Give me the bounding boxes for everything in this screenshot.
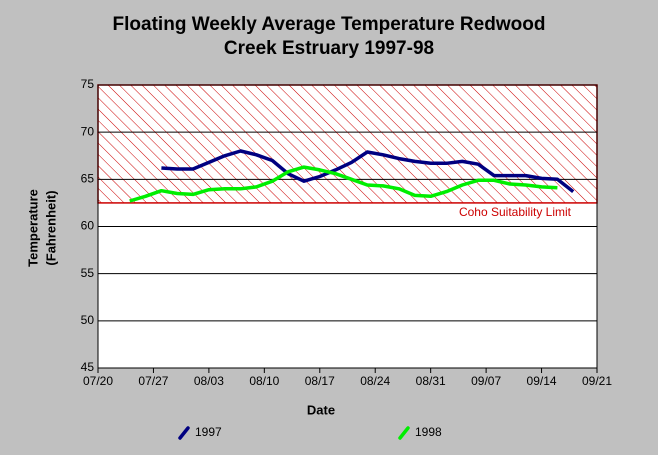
y-tick-label: 55 bbox=[81, 266, 95, 280]
legend-swatch bbox=[178, 426, 190, 440]
y-tick-label: 50 bbox=[81, 313, 95, 327]
chart-title: Floating Weekly Average Temperature Redw… bbox=[113, 14, 546, 35]
x-tick-label: 08/24 bbox=[360, 374, 390, 388]
y-tick-label: 70 bbox=[81, 124, 95, 138]
y-tick-label: 60 bbox=[81, 219, 95, 233]
x-tick-label: 09/21 bbox=[582, 374, 612, 388]
legend-swatch bbox=[398, 426, 410, 440]
y-tick-label: 65 bbox=[81, 172, 95, 186]
legend-label: 1997 bbox=[195, 425, 222, 439]
x-tick-label: 07/27 bbox=[138, 374, 168, 388]
plot-border bbox=[97, 84, 598, 369]
x-tick-label: 09/07 bbox=[471, 374, 501, 388]
x-tick-label: 08/17 bbox=[305, 374, 335, 388]
annotation: Coho Suitability Limit bbox=[459, 205, 572, 219]
chart-title: Creek Estruary 1997-98 bbox=[224, 38, 434, 59]
line-series bbox=[129, 165, 558, 203]
x-tick-label: 08/10 bbox=[249, 374, 279, 388]
x-tick-label: 07/20 bbox=[83, 374, 113, 388]
y-axis-label: Temperature bbox=[25, 189, 40, 267]
y-tick-label: 45 bbox=[81, 360, 95, 374]
x-tick-label: 09/14 bbox=[527, 374, 557, 388]
y-tick-label: 75 bbox=[81, 77, 95, 91]
x-axis-label: Date bbox=[307, 402, 335, 417]
y-axis-label: (Fahrenheit) bbox=[43, 190, 58, 265]
line-series bbox=[161, 149, 575, 193]
legend-label: 1998 bbox=[415, 425, 442, 439]
x-tick-label: 08/31 bbox=[416, 374, 446, 388]
x-tick-label: 08/03 bbox=[194, 374, 224, 388]
